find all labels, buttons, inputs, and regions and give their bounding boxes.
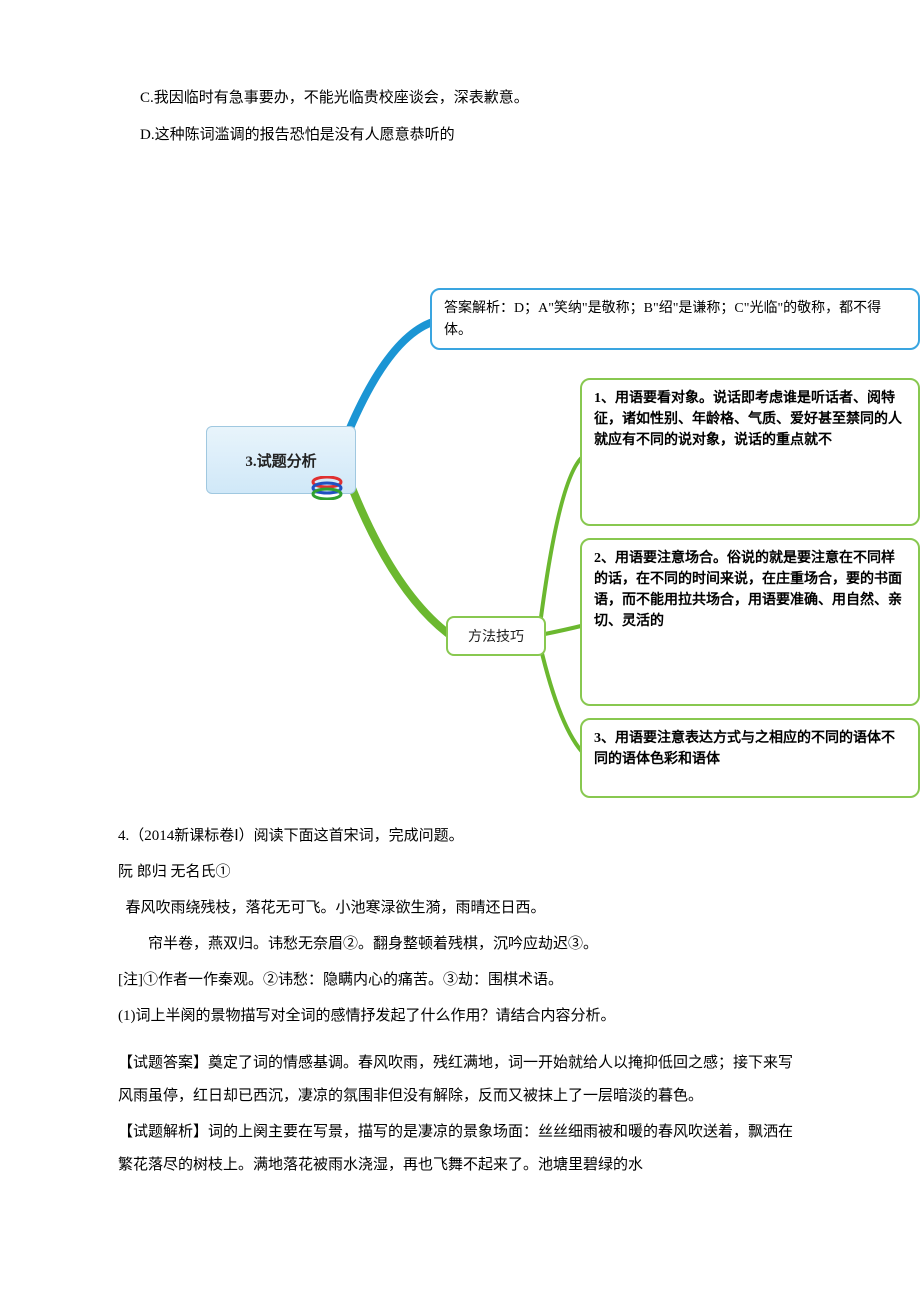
q4-subq1: (1)词上半阕的景物描写对全词的感情抒发起了什么作用？请结合内容分析。 xyxy=(118,1000,800,1033)
tip1-text: 1、用语要看对象。说话即考虑谁是听话者、阅特征，诸如性别、年龄格、气质、爱好甚至… xyxy=(594,391,902,448)
answer-analysis-box: 答案解析：D；A"笑纳"是敬称；B"绍"是谦称；C"光临"的敬称，都不得体。 xyxy=(430,288,920,350)
question-4-block: 4.（2014新课标卷Ⅰ）阅读下面这首宋词，完成问题。 阮 郎归 无名氏① 春风… xyxy=(118,820,800,1185)
option-c-text: C.我因临时有急事要办，不能光临贵校座谈会，深表歉意。 xyxy=(140,85,529,112)
q4-note: [注]①作者一作秦观。②讳愁：隐瞒内心的痛苦。③劫：围棋术语。 xyxy=(118,964,800,997)
tip-box-2: 2、用语要注意场合。俗说的就是要注意在不同样的话，在不同的时间来说，在庄重场合，… xyxy=(580,538,920,706)
sub-label: 方法技巧 xyxy=(468,626,524,646)
q4-answer: 【试题答案】奠定了词的情感基调。春风吹雨，残红满地，词一开始就给人以掩抑低回之感… xyxy=(118,1047,800,1113)
tip2-text: 2、用语要注意场合。俗说的就是要注意在不同样的话，在不同的时间来说，在庄重场合，… xyxy=(594,551,902,629)
center-label: 3.试题分析 xyxy=(245,450,316,471)
q4-poem2: 帘半卷，燕双归。讳愁无奈眉②。翻身整顿着残棋，沉吟应劫迟③。 xyxy=(118,928,800,961)
q4-title: 阮 郎归 无名氏① xyxy=(118,856,800,889)
q4-poem1: 春风吹雨绕残枝，落花无可飞。小池寒渌欲生漪，雨晴还日西。 xyxy=(118,892,800,925)
tip3-text: 3、用语要注意表达方式与之相应的不同的语体不同的语体色彩和语体 xyxy=(594,731,895,767)
tip-box-3: 3、用语要注意表达方式与之相应的不同的语体不同的语体色彩和语体 xyxy=(580,718,920,798)
q4-analysis: 【试题解析】词的上阕主要在写景，描写的是凄凉的景象场面：丝丝细雨被和暖的春风吹送… xyxy=(118,1116,800,1182)
q4-header: 4.（2014新课标卷Ⅰ）阅读下面这首宋词，完成问题。 xyxy=(118,820,800,853)
analysis-diagram: 3.试题分析 答案解析：D；A"笑纳"是敬称；B"绍"是谦称；C"光临"的敬称，… xyxy=(140,270,920,790)
sub-node-methods: 方法技巧 xyxy=(446,616,546,656)
rings-icon xyxy=(310,476,344,500)
option-d-text: D.这种陈词滥调的报告恐怕是没有人愿意恭听的 xyxy=(140,122,455,149)
tip-box-1: 1、用语要看对象。说话即考虑谁是听话者、阅特征，诸如性别、年龄格、气质、爱好甚至… xyxy=(580,378,920,526)
answer-text: 答案解析：D；A"笑纳"是敬称；B"绍"是谦称；C"光临"的敬称，都不得体。 xyxy=(444,301,881,338)
